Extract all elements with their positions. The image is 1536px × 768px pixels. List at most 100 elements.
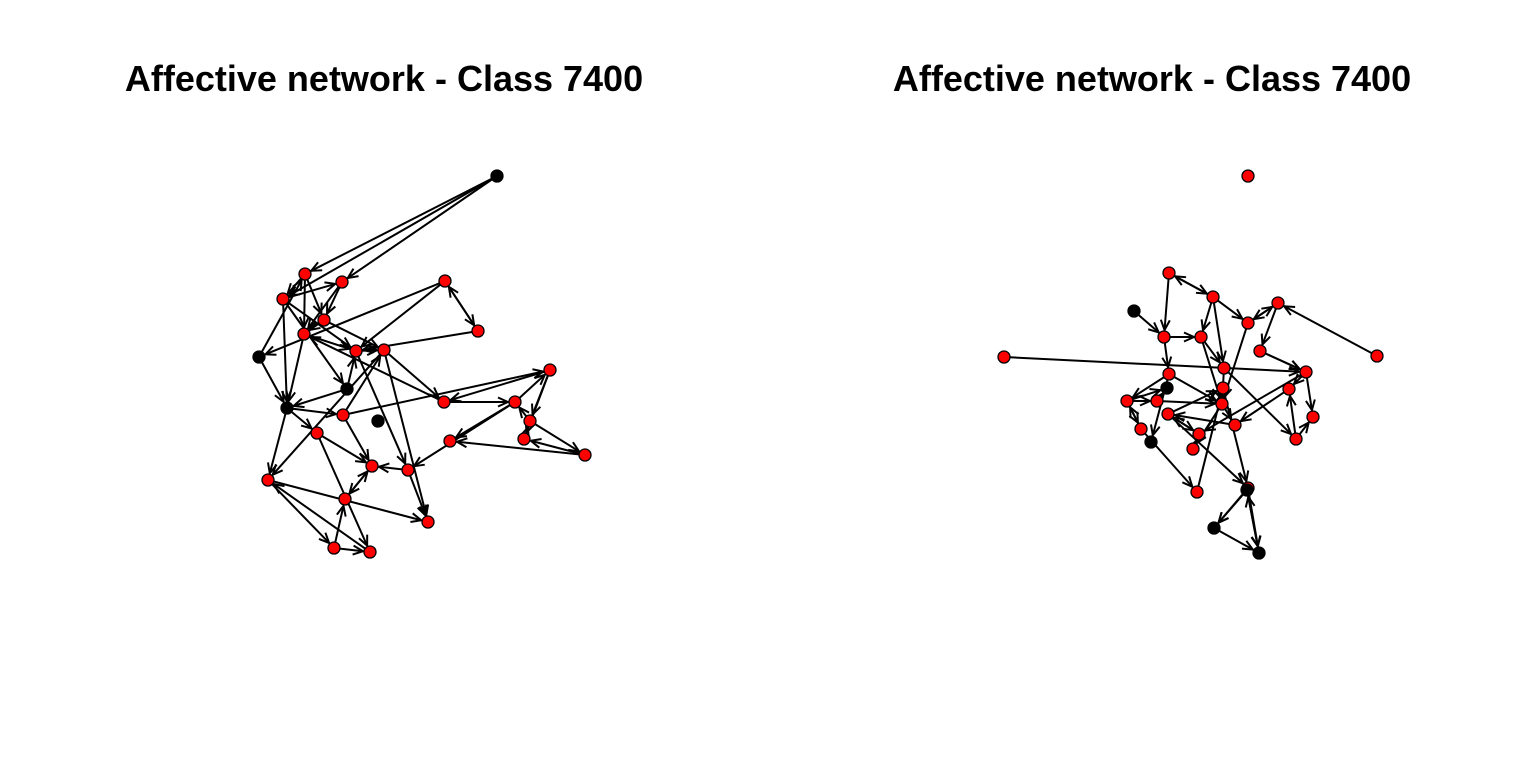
network-graph — [997, 169, 1384, 560]
network-node — [1134, 422, 1148, 436]
edge-arrow — [306, 286, 340, 331]
edge-arrow — [411, 404, 511, 468]
network-graph — [252, 169, 592, 559]
edge-arrow — [1282, 305, 1373, 355]
network-node — [317, 313, 331, 327]
network-node — [421, 515, 435, 529]
edge-arrow — [345, 353, 382, 411]
network-node — [335, 275, 349, 289]
network-node — [443, 434, 457, 448]
network-node — [1161, 407, 1175, 421]
edge-arrow — [387, 353, 441, 400]
edge-arrow — [328, 321, 380, 348]
network-node — [1282, 382, 1296, 396]
network-node — [349, 344, 363, 358]
network-node — [1216, 381, 1230, 395]
edge-arrow — [345, 178, 493, 280]
edge-arrow — [357, 356, 407, 466]
edge-arrow — [1218, 530, 1256, 551]
network-node — [276, 292, 290, 306]
edge-arrow — [409, 475, 428, 518]
edges — [261, 177, 582, 556]
edge-arrow — [1238, 391, 1285, 423]
edge-arrow — [306, 279, 323, 316]
network-node — [1240, 483, 1254, 497]
network-node — [1160, 381, 1174, 395]
edge-arrow — [1212, 302, 1227, 364]
network-node — [252, 350, 266, 364]
edge-arrow — [1227, 371, 1293, 436]
edge-arrow — [1173, 376, 1219, 402]
edge-arrow — [359, 283, 441, 349]
nodes — [997, 169, 1384, 560]
network-node — [1192, 427, 1206, 441]
network-node — [280, 401, 294, 415]
network-node — [1194, 330, 1208, 344]
network-node — [508, 395, 522, 409]
network-node — [997, 350, 1011, 364]
edge-arrow — [285, 303, 345, 386]
network-node — [336, 408, 350, 422]
edge-arrow — [1161, 342, 1173, 370]
edge-arrow — [1173, 275, 1209, 296]
edge-arrow — [454, 437, 580, 456]
edge-arrow — [1251, 305, 1274, 321]
edge-arrow — [285, 339, 304, 404]
edge-arrow — [339, 544, 366, 556]
network-node — [1215, 397, 1229, 411]
network-node — [1127, 304, 1141, 318]
edges — [1009, 274, 1373, 551]
edge-arrow — [271, 353, 381, 477]
network-node — [327, 541, 341, 555]
network-node — [1253, 344, 1267, 358]
edge-arrow — [1170, 331, 1197, 343]
edge-arrow — [1223, 393, 1250, 484]
edge-arrow — [1216, 493, 1244, 525]
network-node — [1252, 546, 1266, 560]
edge-arrow — [1172, 389, 1219, 413]
network-node — [401, 463, 415, 477]
edge-arrow — [1305, 377, 1316, 413]
edge-arrow — [528, 437, 580, 455]
network-node — [437, 395, 451, 409]
network-node — [298, 267, 312, 281]
edge-arrow — [263, 282, 440, 356]
edge-arrow — [1248, 493, 1262, 549]
network-node — [1162, 266, 1176, 280]
network-node — [1299, 365, 1313, 379]
network-node — [340, 382, 354, 396]
network-node — [1370, 349, 1384, 363]
network-node — [523, 414, 537, 428]
edge-arrow — [321, 435, 369, 464]
network-node — [1186, 442, 1200, 456]
network-node — [363, 545, 377, 559]
network-node — [338, 492, 352, 506]
network-node — [1206, 290, 1220, 304]
edge-arrow — [447, 284, 476, 327]
network-node — [543, 363, 557, 377]
network-node — [1157, 330, 1171, 344]
edge-arrow — [298, 279, 310, 330]
network-node — [1190, 485, 1204, 499]
network-node — [1217, 361, 1231, 375]
network-node — [1241, 316, 1255, 330]
nodes — [252, 169, 592, 559]
edge-arrow — [325, 286, 341, 316]
network-node — [471, 324, 485, 338]
edge-arrow — [348, 469, 370, 495]
network-node — [490, 169, 504, 183]
network-panel-left: Affective network - Class 7400 — [124, 58, 644, 559]
network-node — [1207, 521, 1221, 535]
edge-arrow — [1298, 420, 1311, 435]
panel-title: Affective network - Class 7400 — [124, 58, 644, 99]
edge-arrow — [1009, 356, 1302, 377]
edge-arrow — [1285, 393, 1297, 434]
edge-arrow — [291, 389, 342, 409]
edge-arrow — [1129, 405, 1140, 425]
edge-arrow — [280, 304, 292, 404]
edge-arrow — [1260, 308, 1277, 347]
edge-arrow — [345, 419, 370, 463]
network-node — [377, 343, 391, 357]
network-node — [1228, 418, 1242, 432]
